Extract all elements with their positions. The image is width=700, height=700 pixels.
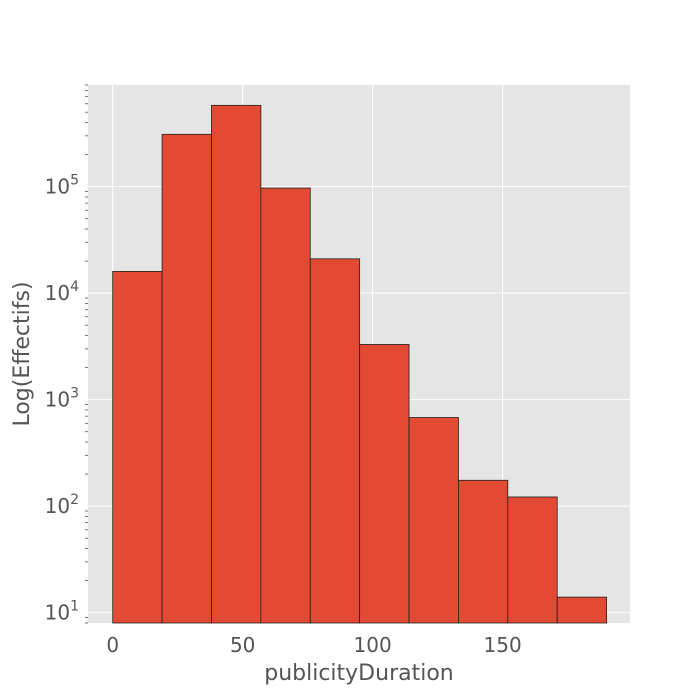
y-tick-label: 103 xyxy=(45,386,79,412)
histogram-bar xyxy=(556,596,608,624)
histogram-bar xyxy=(112,271,163,624)
histogram-bar xyxy=(211,104,262,624)
y-tick-label: 105 xyxy=(45,173,79,199)
x-tick-label: 50 xyxy=(230,633,255,657)
y-minor-ticks xyxy=(85,84,88,624)
y-tick-labels: 101 102 103 104 105 xyxy=(45,173,79,625)
y-tick-label: 101 xyxy=(45,599,79,625)
histogram-bar xyxy=(260,187,311,624)
x-tick-label: 100 xyxy=(354,633,392,657)
x-tick-label: 150 xyxy=(484,633,522,657)
histogram-bar xyxy=(458,479,509,624)
histogram-bar xyxy=(408,417,459,624)
y-tick-label: 104 xyxy=(45,279,79,305)
x-tick-labels: 0 50 100 150 xyxy=(106,633,521,657)
histogram-bar xyxy=(309,258,361,624)
histogram-bars xyxy=(112,104,608,624)
x-tick-label: 0 xyxy=(106,633,119,657)
y-axis-label: Log(Effectifs) xyxy=(10,281,35,426)
x-axis-label: publicityDuration xyxy=(264,661,454,686)
y-tick-label: 102 xyxy=(45,492,79,518)
histogram-bar xyxy=(507,496,558,624)
histogram-bar xyxy=(161,133,212,624)
histogram-bar xyxy=(359,344,410,624)
